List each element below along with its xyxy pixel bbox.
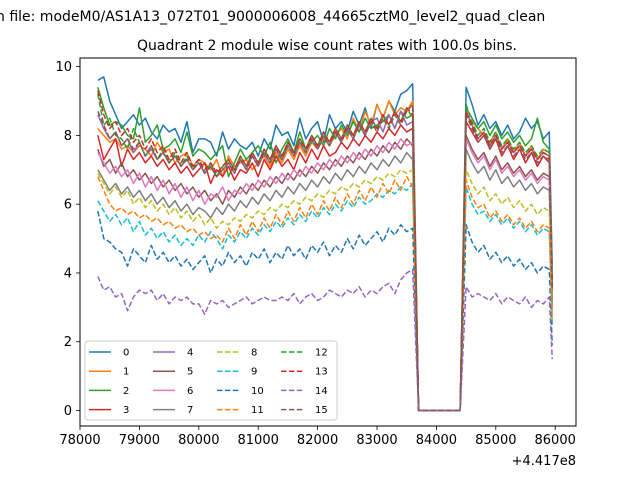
x-axis-offset-label: +4.417e8 [512, 454, 576, 469]
legend-label-1: 1 [123, 367, 129, 378]
legend-label-3: 3 [123, 405, 129, 416]
series-line-11 [97, 175, 553, 412]
legend-label-13: 13 [315, 367, 328, 378]
x-tick-label: 86000 [535, 433, 576, 448]
chart-title: Quadrant 2 module wise count rates with … [137, 38, 517, 54]
series-line-13 [97, 90, 553, 412]
series-line-7 [97, 148, 553, 412]
series-line-14 [97, 268, 553, 412]
y-tick-label: 10 [55, 60, 72, 75]
x-tick-label: 79000 [119, 433, 160, 448]
legend-label-8: 8 [251, 348, 257, 359]
y-tick-label: 2 [64, 335, 72, 350]
y-tick-label: 4 [64, 266, 72, 281]
series-line-5 [97, 134, 553, 412]
series-line-6 [97, 138, 553, 412]
y-tick-label: 0 [64, 404, 72, 419]
legend-label-15: 15 [315, 405, 328, 416]
x-axis: 78000 79000 80000 81000 82000 83000 84000 85000… [59, 426, 576, 448]
x-tick-label: 85000 [475, 433, 516, 448]
figure-suptitle: n file: modeM0/AS1A13_072T01_9000006008_… [0, 9, 545, 25]
legend-label-9: 9 [251, 367, 257, 378]
series-line-9 [97, 182, 553, 412]
x-tick-label: 82000 [297, 433, 338, 448]
legend-label-2: 2 [123, 386, 129, 397]
legend-label-5: 5 [187, 367, 193, 378]
legend-label-6: 6 [187, 386, 193, 397]
legend-label-7: 7 [187, 405, 193, 416]
legend-label-0: 0 [123, 348, 129, 359]
legend-label-14: 14 [315, 386, 328, 397]
series-line-15 [97, 103, 553, 412]
x-tick-label: 81000 [238, 433, 279, 448]
legend-label-11: 11 [251, 405, 264, 416]
series-layer [97, 76, 553, 412]
x-tick-label: 78000 [59, 433, 100, 448]
legend-label-4: 4 [187, 348, 193, 359]
series-line-0 [97, 76, 553, 412]
axes-frame [79, 57, 577, 427]
legend-label-12: 12 [315, 348, 328, 359]
y-tick-label: 6 [64, 198, 72, 213]
legend-label-10: 10 [251, 386, 264, 397]
series-line-8 [97, 169, 553, 412]
series-line-1 [97, 100, 553, 412]
x-tick-label: 80000 [178, 433, 219, 448]
x-tick-label: 84000 [416, 433, 457, 448]
y-tick-label: 8 [64, 129, 72, 144]
series-line-10 [97, 210, 553, 412]
legend-frame [84, 340, 338, 421]
y-axis: 0 2 4 6 8 10 [55, 60, 80, 419]
x-tick-label: 83000 [356, 433, 397, 448]
